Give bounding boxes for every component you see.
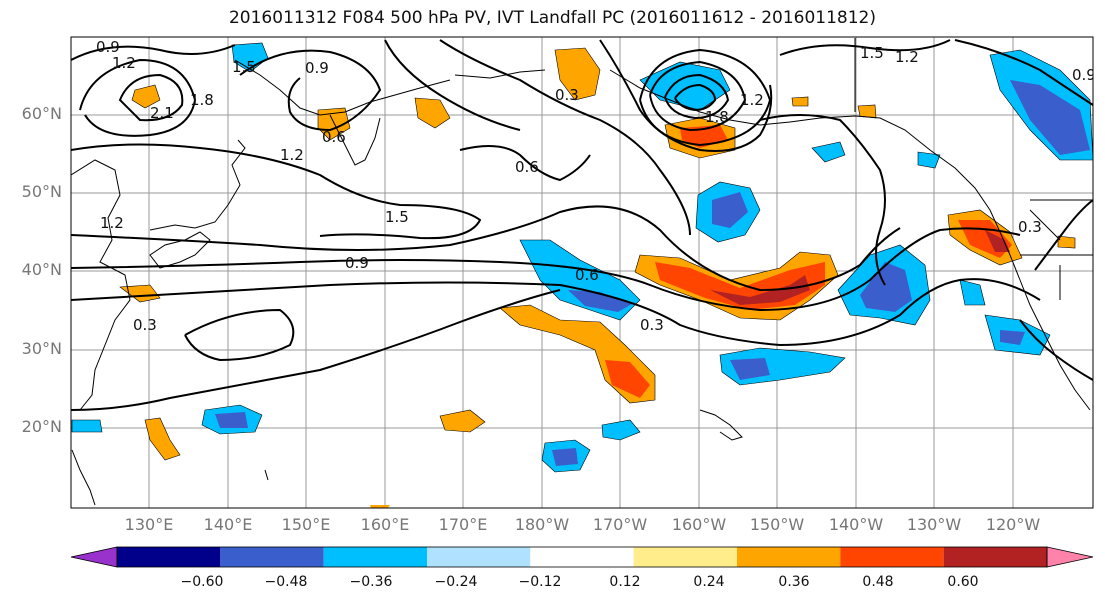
colorbar-segment: [117, 547, 221, 567]
contour-label: 0.9: [345, 254, 369, 272]
colorbar-tick: −0.48: [264, 574, 308, 590]
colorbar: [70, 546, 1094, 568]
colorbar-tick: −0.60: [180, 574, 224, 590]
lon-label: 140°E: [203, 515, 253, 534]
colorbar-segment: [323, 547, 427, 567]
contour-labels: 0.9 1.2 1.5 1.8 2.1 0.6 0.9 1.2 0.6 1.5 …: [96, 38, 1096, 334]
contour-label: 1.2: [895, 48, 919, 66]
contour-label: 1.2: [100, 214, 124, 232]
lat-label: 60°N: [21, 104, 62, 123]
contour-label: 0.6: [322, 128, 346, 146]
lon-label: 160°E: [360, 515, 410, 534]
colorbar-outline: [116, 546, 1048, 568]
contour-label: 1.2: [740, 91, 764, 109]
colorbar-tick: 0.24: [693, 574, 725, 590]
coastlines: [71, 38, 1093, 506]
colorbar-tick: −0.12: [518, 574, 562, 590]
colorbar-segment: [530, 547, 634, 567]
contour-label: 0.3: [640, 316, 664, 334]
contour-label: 1.5: [385, 208, 409, 226]
lon-label: 140°W: [828, 515, 884, 534]
colorbar-tick: −0.36: [349, 574, 393, 590]
colorbar-segment: [840, 547, 944, 567]
contour-label: 2.1: [150, 104, 174, 122]
lat-label: 30°N: [21, 339, 62, 358]
contour-label: 0.6: [575, 266, 599, 284]
lat-label: 50°N: [21, 182, 62, 201]
lon-label: 150°W: [749, 515, 805, 534]
contour-label: 0.3: [133, 316, 157, 334]
map-title: 2016011312 F084 500 hPa PV, IVT Landfall…: [228, 8, 876, 28]
lon-label: 160°W: [671, 515, 727, 534]
colorbar-segment: [737, 547, 841, 567]
colorbar-segment: [633, 547, 737, 567]
colorbar-extend-high: [1046, 546, 1094, 568]
colorbar-segment: [220, 547, 324, 567]
lat-label: 40°N: [21, 260, 62, 279]
contour-label: 1.8: [705, 108, 729, 126]
colorbar-tick: 0.12: [609, 574, 641, 590]
colorbar-tick: 0.60: [947, 574, 979, 590]
lon-label: 130°E: [124, 515, 174, 534]
contour-label: 1.8: [190, 91, 214, 109]
lon-label: 150°E: [281, 515, 331, 534]
contour-label: 1.2: [112, 54, 136, 72]
lat-label: 20°N: [21, 417, 62, 436]
lon-label: 120°W: [985, 515, 1041, 534]
colorbar-tick: 0.36: [778, 574, 810, 590]
contour-label: 0.3: [555, 86, 579, 104]
pv-contours: [71, 39, 1093, 411]
contour-label: 0.9: [96, 38, 120, 56]
contour-label: 1.5: [860, 44, 884, 62]
colorbar-tick: 0.48: [862, 574, 894, 590]
lon-label: 180°W: [514, 515, 570, 534]
lon-label: 170°E: [438, 515, 488, 534]
contour-label: 1.5: [232, 58, 256, 76]
map-frame: [70, 36, 1094, 509]
colorbar-extend-low: [70, 546, 118, 568]
contour-label: 0.6: [515, 158, 539, 176]
contour-label: 0.3: [1018, 218, 1042, 236]
colorbar-segment: [943, 547, 1047, 567]
lon-label: 130°W: [906, 515, 962, 534]
colorbar-tick: −0.24: [434, 574, 478, 590]
contour-label: 0.9: [1072, 66, 1096, 84]
colorbar-segment: [427, 547, 531, 567]
contour-label: 0.9: [305, 59, 329, 77]
shading-positive: [119, 47, 1076, 508]
contour-label: 1.2: [280, 146, 304, 164]
lon-label: 170°W: [592, 515, 648, 534]
